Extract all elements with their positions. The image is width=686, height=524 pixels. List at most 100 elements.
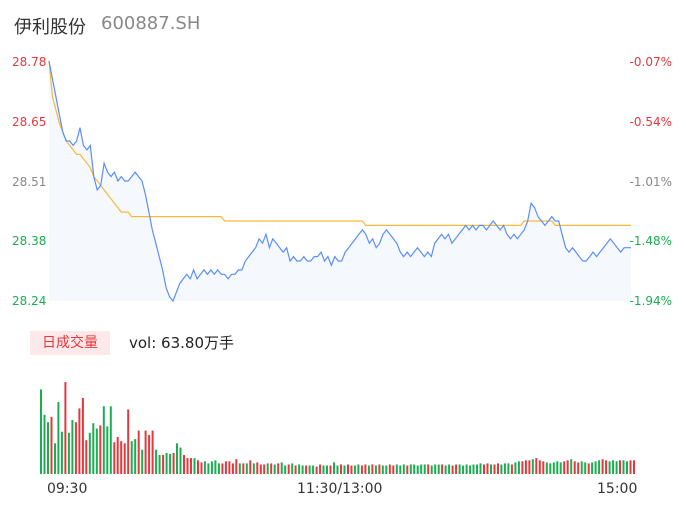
volume-bar xyxy=(500,464,503,474)
volume-bar xyxy=(127,409,130,474)
volume-bar xyxy=(448,464,451,474)
volume-bar xyxy=(441,464,444,474)
volume-bar xyxy=(416,465,419,474)
volume-bar xyxy=(47,422,49,474)
volume-bar xyxy=(406,465,409,474)
volume-bar xyxy=(430,465,433,474)
volume-bar xyxy=(493,464,496,474)
volume-bar xyxy=(329,465,332,474)
volume-bar xyxy=(315,466,318,474)
volume-bar xyxy=(455,464,458,474)
volume-bar xyxy=(148,434,151,474)
x-tick-open: 09:30 xyxy=(47,481,88,497)
volume-bar xyxy=(176,443,178,474)
volume-bar xyxy=(294,465,297,474)
y-right-tick: -1.94% xyxy=(629,294,672,308)
volume-bar xyxy=(81,397,84,474)
y-left-tick: 28.65 xyxy=(12,115,47,129)
volume-bar xyxy=(605,460,608,474)
volume-bar xyxy=(462,465,465,474)
volume-bar xyxy=(57,402,60,474)
volume-bar xyxy=(587,463,590,474)
volume-bar xyxy=(113,442,116,474)
volume-bar xyxy=(221,463,224,474)
volume-bar xyxy=(364,464,367,474)
volume-bar xyxy=(371,464,374,474)
volume-bar xyxy=(193,458,196,474)
volume-bar xyxy=(444,465,447,474)
volume-bar xyxy=(287,464,290,474)
volume-bar xyxy=(378,464,381,474)
volume-bar xyxy=(413,464,416,474)
volume-bar xyxy=(374,465,377,474)
volume-bar xyxy=(228,461,231,474)
volume-bar xyxy=(165,452,168,474)
volume-bar xyxy=(402,464,405,474)
volume-bar xyxy=(102,406,105,474)
volume-bar xyxy=(486,463,489,474)
volume-bar xyxy=(395,464,398,474)
volume-bar xyxy=(381,465,384,474)
volume-bar xyxy=(629,460,632,474)
volume-bar xyxy=(144,430,147,474)
volume-bar xyxy=(151,430,154,474)
y-left-tick: 28.24 xyxy=(12,294,47,308)
volume-bar xyxy=(277,463,280,474)
volume-bar xyxy=(517,461,520,474)
volume-bar xyxy=(245,463,248,474)
volume-bar xyxy=(619,460,621,474)
volume-bar xyxy=(291,463,294,474)
volume-bar xyxy=(270,463,273,474)
y-right-tick: -1.48% xyxy=(629,234,672,248)
volume-bar xyxy=(123,443,126,474)
volume-bar xyxy=(615,461,618,474)
volume-bar xyxy=(514,462,517,474)
volume-bar xyxy=(385,465,388,474)
volume-bar xyxy=(333,462,335,474)
volume-bar xyxy=(577,462,580,474)
volume-plot xyxy=(40,382,635,474)
volume-bar xyxy=(106,426,109,474)
price-area xyxy=(49,61,631,301)
volume-bar xyxy=(490,464,492,474)
volume-bar xyxy=(465,464,468,474)
volume-bar xyxy=(392,465,395,474)
volume-bar xyxy=(472,464,475,474)
volume-bar xyxy=(538,460,541,474)
volume-bar xyxy=(137,430,140,474)
volume-bar xyxy=(141,449,144,474)
volume-bar xyxy=(528,460,531,474)
volume-bar xyxy=(458,464,461,474)
volume-bar xyxy=(158,455,161,474)
volume-bar xyxy=(326,465,328,474)
volume-bar xyxy=(483,464,485,474)
volume-bar xyxy=(179,447,182,474)
volume-bar xyxy=(263,464,266,474)
volume-bar xyxy=(573,461,576,474)
volume-bar xyxy=(95,428,98,474)
volume-bar xyxy=(266,463,269,474)
volume-bar xyxy=(183,455,185,474)
stock-code: 600887.SH xyxy=(101,13,201,34)
volume-tag: 日成交量 xyxy=(30,331,110,355)
volume-bar xyxy=(451,465,454,474)
volume-bar xyxy=(566,460,569,474)
volume-bar xyxy=(434,464,437,474)
volume-bar xyxy=(99,425,102,474)
volume-bar xyxy=(256,462,259,474)
volume-bar xyxy=(280,462,283,474)
volume-bar xyxy=(312,465,315,474)
volume-bar xyxy=(584,462,587,474)
x-tick-close: 15:00 xyxy=(597,481,638,497)
volume-bar xyxy=(594,461,597,474)
volume-bar xyxy=(633,460,635,474)
volume-bar xyxy=(231,463,234,474)
volume-bar xyxy=(388,464,391,474)
volume-bar xyxy=(203,461,206,474)
volume-bar xyxy=(322,465,325,474)
volume-bar xyxy=(580,461,583,474)
volume-bar xyxy=(559,462,562,474)
volume-bar xyxy=(552,462,555,474)
volume-bar xyxy=(545,462,548,474)
